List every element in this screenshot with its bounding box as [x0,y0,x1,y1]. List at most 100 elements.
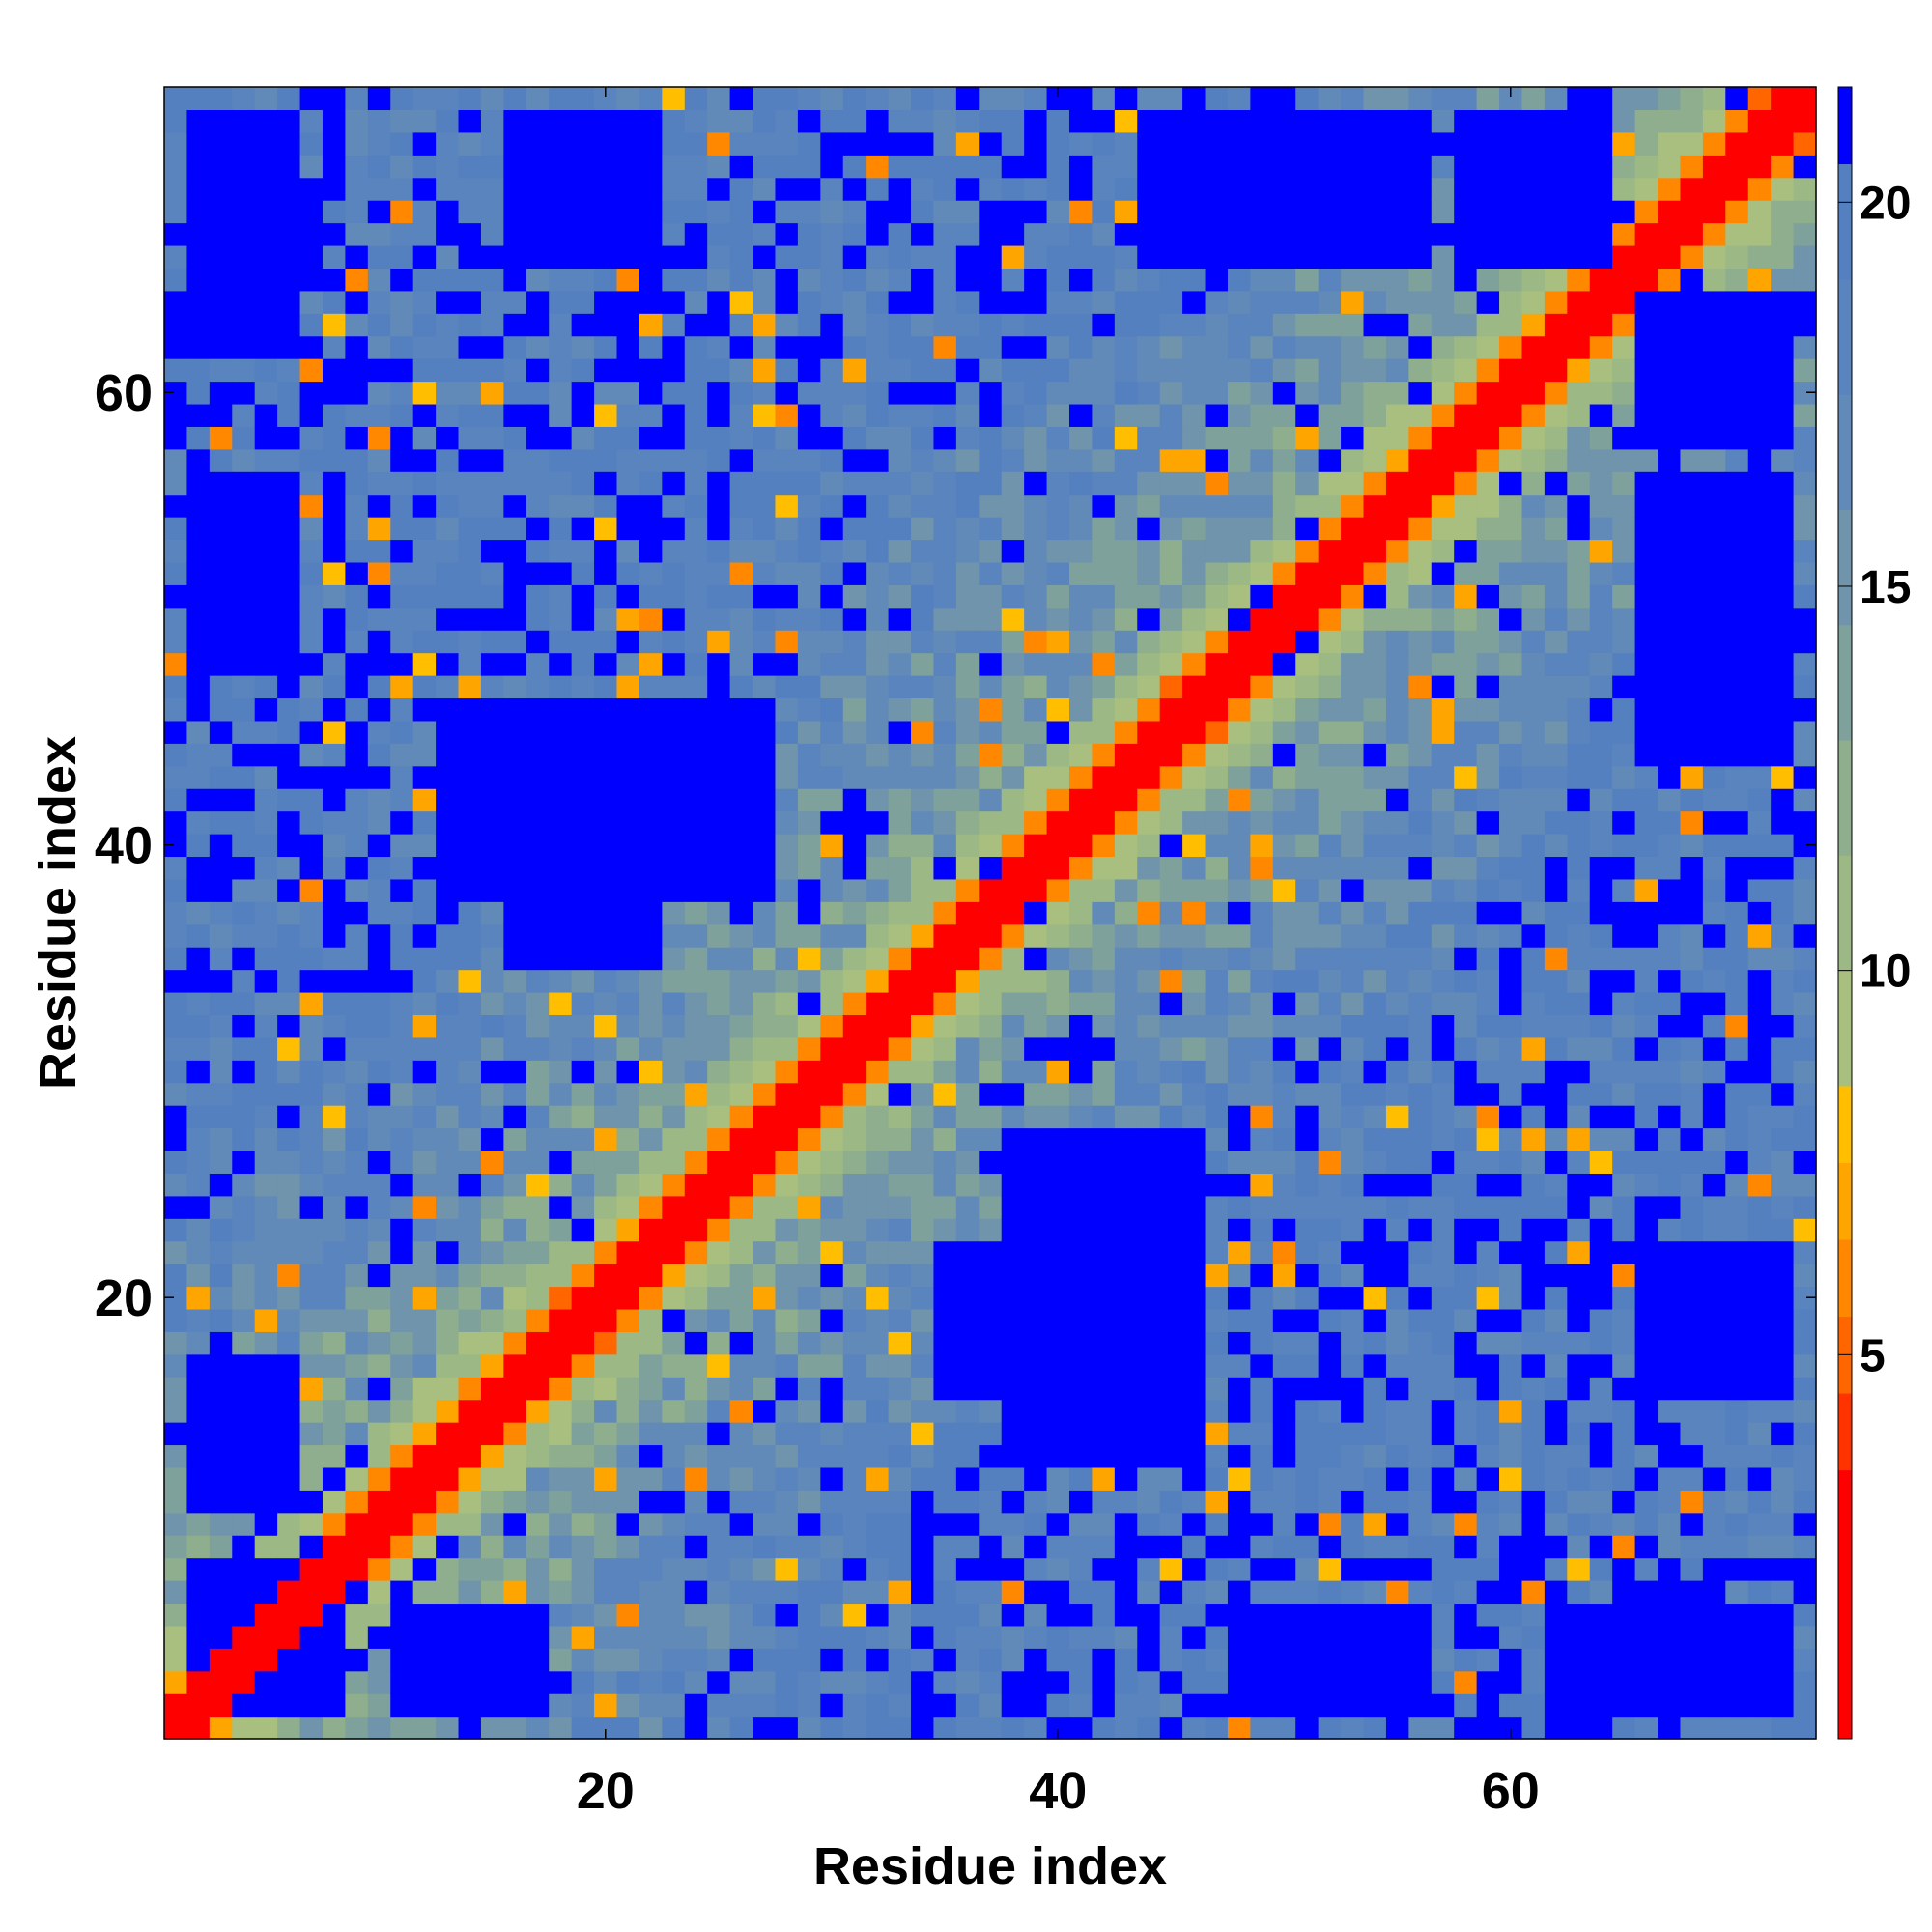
heatmap-cell [1634,268,1659,292]
heatmap-cell [775,630,799,654]
heatmap-cell [1114,1286,1138,1310]
heatmap-cell [1068,1127,1094,1151]
heatmap-cell [322,1286,346,1310]
heatmap-cell [888,517,912,541]
heatmap-cell [842,1150,867,1174]
heatmap-cell [480,1670,504,1694]
heatmap-cell [480,335,504,359]
heatmap-cell [1182,1444,1207,1468]
heatmap-cell [1114,834,1138,858]
heatmap-cell [1476,1331,1500,1355]
heatmap-cell [933,131,957,156]
heatmap-cell [820,1377,844,1401]
heatmap-cell [1250,131,1274,156]
heatmap-cell [1182,991,1207,1016]
heatmap-cell [1680,1535,1704,1559]
heatmap-cell [1001,743,1025,767]
heatmap-cell [1250,517,1274,541]
heatmap-cell [503,720,527,744]
heatmap-cell [797,810,821,835]
heatmap-cell [1001,155,1025,179]
heatmap-cell [707,381,731,405]
heatmap-cell [1612,720,1636,744]
heatmap-cell [888,765,912,789]
heatmap-cell [1046,1422,1070,1446]
heatmap-cell [1385,222,1409,246]
heatmap-cell [549,426,573,450]
heatmap-cell [729,155,753,179]
heatmap-cell [526,1490,550,1514]
heatmap-cell [164,1240,188,1264]
heatmap-cell [232,313,256,337]
heatmap-cell [186,878,211,902]
heatmap-cell [186,517,211,541]
heatmap-cell [979,131,1003,156]
heatmap-cell [1363,584,1387,609]
heatmap-cell [1454,1422,1478,1446]
heatmap-cell [1454,1264,1478,1288]
heatmap-cell [616,901,640,925]
heatmap-cell [707,1399,731,1423]
heatmap-cell [684,1693,708,1718]
heatmap-cell [1658,539,1682,563]
heatmap-cell [797,335,821,359]
heatmap-cell [639,1037,663,1061]
heatmap-cell [1250,290,1274,314]
heatmap-cell [1001,630,1025,654]
heatmap-cell [1114,1670,1138,1694]
heatmap-cell [684,1105,708,1129]
heatmap-cell [1137,268,1161,292]
heatmap-cell [729,1535,753,1559]
heatmap-cell [1431,1625,1455,1649]
heatmap-cell [1250,856,1274,880]
heatmap-cell [888,381,912,405]
heatmap-cell [1521,969,1546,993]
heatmap-cell [707,630,731,654]
heatmap-cell [1612,1173,1636,1197]
heatmap-cell [345,222,369,246]
heatmap-cell [390,131,414,156]
heatmap-cell [1272,1195,1296,1219]
heatmap-cell [639,1105,663,1129]
heatmap-cell [186,1625,211,1649]
heatmap-cell [1272,539,1296,563]
heatmap-cell [571,131,595,156]
heatmap-cell [412,788,437,812]
heatmap-cell [1589,607,1613,631]
heatmap-cell [1385,1082,1409,1106]
heatmap-cell [1385,1105,1409,1129]
heatmap-cell [866,131,890,156]
heatmap-cell [1227,856,1251,880]
heatmap-cell [458,1466,482,1491]
heatmap-cell [412,878,437,902]
heatmap-cell [979,969,1003,993]
heatmap-cell [1024,1603,1048,1627]
heatmap-cell [911,358,935,383]
heatmap-cell [866,1060,890,1084]
heatmap-cell [1137,991,1161,1016]
heatmap-cell [458,878,482,902]
heatmap-cell [1182,923,1207,948]
heatmap-cell [1046,1173,1070,1197]
heatmap-cell [480,1240,504,1264]
heatmap-cell [1341,1422,1365,1446]
heatmap-cell [707,131,731,156]
heatmap-cell [684,1377,708,1401]
heatmap-cell [707,561,731,585]
heatmap-cell [571,584,595,609]
heatmap-cell [322,743,346,767]
heatmap-cell [820,244,844,269]
heatmap-cell [1182,155,1207,179]
heatmap-cell [1567,494,1591,518]
heatmap-cell [1431,1308,1455,1332]
heatmap-cell [820,969,844,993]
heatmap-cell [1205,607,1229,631]
heatmap-cell [1499,1490,1523,1514]
heatmap-cell [594,878,618,902]
heatmap-cell [639,155,663,179]
heatmap-cell [1046,1580,1070,1605]
heatmap-cell [345,1466,369,1491]
heatmap-cell [1476,358,1500,383]
heatmap-cell [1385,969,1409,993]
heatmap-cell [797,1557,821,1581]
